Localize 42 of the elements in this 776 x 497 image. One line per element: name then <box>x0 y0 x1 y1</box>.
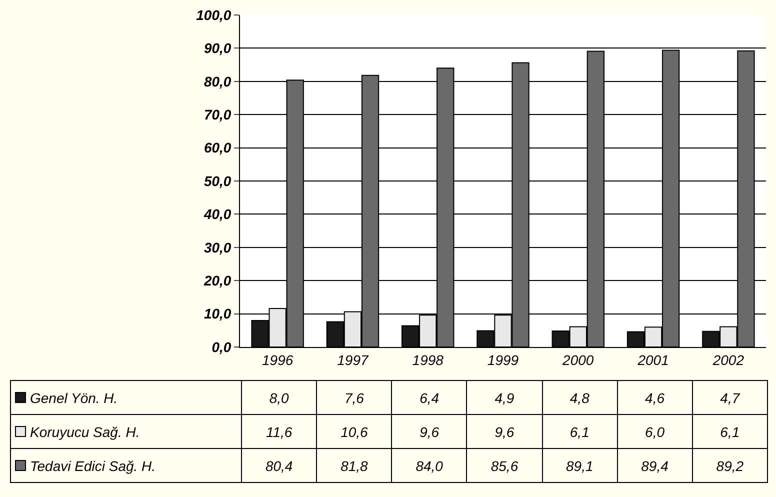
data-label: 89,1 <box>542 448 618 482</box>
data-label: 11,6 <box>242 414 317 448</box>
y-tick-label: 40,0 <box>202 206 232 222</box>
x-tick-label: 1999 <box>487 352 519 368</box>
data-label: 4,7 <box>692 380 768 414</box>
y-tick-label: 90,0 <box>204 40 232 56</box>
data-label: 6,1 <box>542 414 618 448</box>
data-label: 9,6 <box>392 414 467 448</box>
y-tick-label: 10,0 <box>204 306 232 322</box>
data-label: 6,4 <box>392 380 467 414</box>
data-label: 81,8 <box>316 448 392 482</box>
data-label: 84,0 <box>392 448 467 482</box>
y-tick-label: 30,0 <box>204 239 232 256</box>
x-tick-label: 1998 <box>412 352 444 368</box>
data-label: 7,6 <box>316 380 392 414</box>
x-tick-label: 1997 <box>337 352 370 368</box>
x-tick-label: 1996 <box>262 352 294 368</box>
data-label: 8,0 <box>242 380 317 414</box>
y-tick-label: 0,0 <box>212 338 232 355</box>
y-tick-label: 80,0 <box>204 73 232 90</box>
data-label: 80,4 <box>242 448 317 482</box>
x-tick-label: 2002 <box>712 352 744 368</box>
data-label: 85,6 <box>466 448 542 482</box>
legend-label: Tedavi Edici Sağ. H. <box>30 458 156 474</box>
y-tick-label: 50,0 <box>204 172 232 189</box>
y-tick-label: 60,0 <box>204 140 232 156</box>
data-label: 10,6 <box>316 414 392 448</box>
data-label: 4,8 <box>542 380 618 414</box>
data-label: 6,0 <box>617 414 692 448</box>
y-tick-label: 70,0 <box>204 106 232 122</box>
y-tick-label: 20,0 <box>202 272 232 288</box>
data-label: 4,9 <box>466 380 542 414</box>
data-label: 9,6 <box>466 414 542 448</box>
x-tick-label: 2000 <box>562 352 594 368</box>
legend-label: Koruyucu Sağ. H. <box>30 424 140 440</box>
data-label: 89,2 <box>692 448 768 482</box>
data-label: 4,6 <box>617 380 692 414</box>
x-tick-label: 2001 <box>636 352 669 368</box>
data-label: 89,4 <box>617 448 692 482</box>
data-label: 6,1 <box>692 414 768 448</box>
y-tick-label: 100,0 <box>196 6 232 23</box>
legend-label: Genel Yön. H. <box>30 390 118 406</box>
